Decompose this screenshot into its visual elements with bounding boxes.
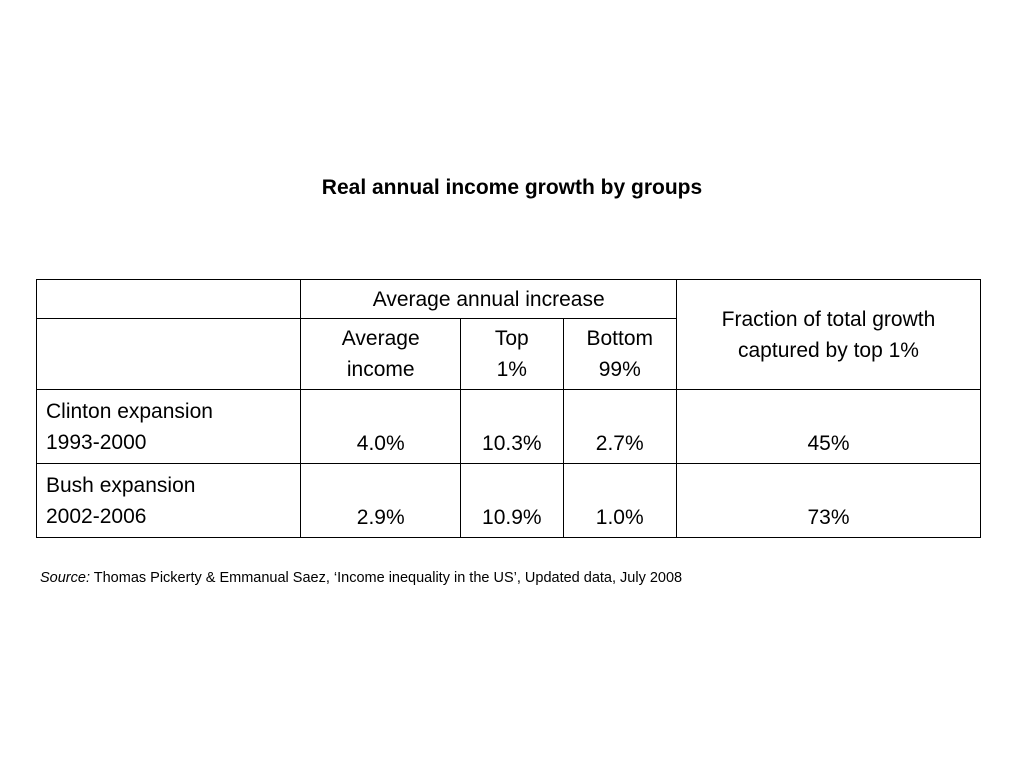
table-row-clinton-expansion: Clinton expansion 1993-2000 4.0% 10.3% 2… [35,389,982,464]
empty-label-header-cell [35,318,302,390]
header-bottom-line1: Bottom [586,327,653,350]
header-top-line2: 1% [496,358,527,381]
header-average-line2: income [346,358,415,381]
group-header-average-annual-increase: Average annual increase [300,279,677,319]
source-text: Thomas Pickerty & Emmanual Saez, ‘Income… [89,570,683,586]
header-top-1: Top 1% [460,318,564,390]
header-bottom-99: Bottom 99% [562,318,677,390]
header-fraction-line2: captured by top 1% [738,338,919,362]
slide-title: Real annual income growth by groups [321,176,703,199]
source-label: Source: [40,570,90,586]
income-growth-table: Average annual increase Fraction of tota… [35,279,982,538]
row-label-line1: Clinton expansion [46,399,213,423]
header-fraction-captured-by-top-1: Fraction of total growth captured by top… [675,279,982,390]
header-fraction-line1: Fraction of total growth [721,307,936,331]
header-top-line1: Top [494,327,529,350]
cell-bottom-99: 1.0% [562,463,677,538]
cell-bottom-99: 2.7% [562,389,677,464]
header-average-income: Average income [300,318,462,390]
table-header-row: Average annual increase Fraction of tota… [35,279,982,390]
empty-corner-cell [35,279,302,319]
header-average-line1: Average [341,327,420,350]
cell-fraction-top-1: 73% [675,463,982,538]
cell-average-income: 2.9% [300,463,462,538]
row-label-clinton-expansion: Clinton expansion 1993-2000 [35,389,302,464]
row-label-bush-expansion: Bush expansion 2002-2006 [35,463,302,538]
cell-average-income: 4.0% [300,389,462,464]
row-label-line1: Bush expansion [46,473,196,497]
cell-top-1: 10.3% [460,389,564,464]
row-label-line2: 2002-2006 [46,504,147,528]
cell-top-1: 10.9% [460,463,564,538]
row-label-line2: 1993-2000 [46,430,147,454]
header-bottom-line2: 99% [598,358,641,381]
table-row-bush-expansion: Bush expansion 2002-2006 2.9% 10.9% 1.0%… [35,463,982,538]
cell-fraction-top-1: 45% [675,389,982,464]
source-note: Source: Thomas Pickerty & Emmanual Saez,… [40,568,682,588]
